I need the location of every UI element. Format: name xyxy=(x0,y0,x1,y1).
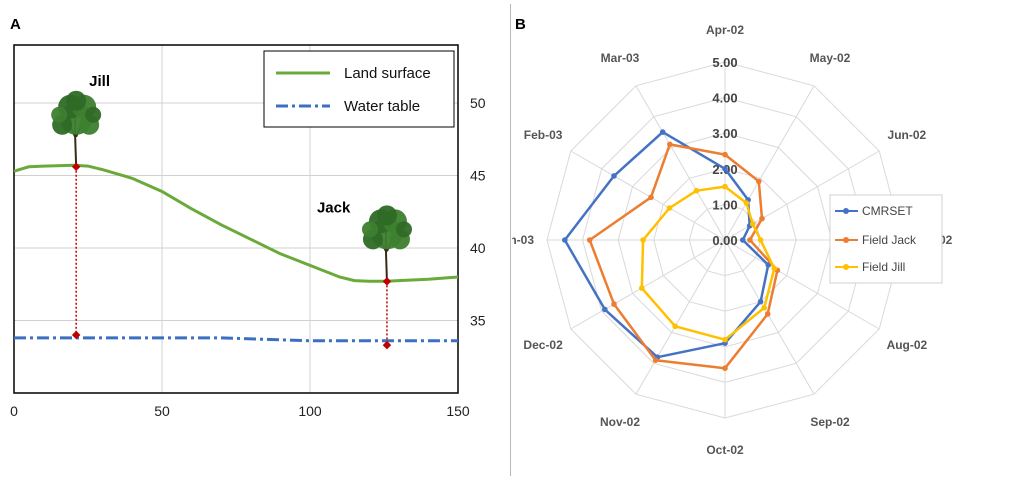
radar-point-field-jack xyxy=(722,365,728,372)
radar-point-field-jack xyxy=(611,301,617,307)
radar-axis-label: Jan-03 xyxy=(512,233,534,247)
radar-tick-label: 3.00 xyxy=(712,126,737,141)
radar-spoke xyxy=(635,85,726,241)
y-tick-label: 40 xyxy=(470,240,486,256)
radar-point-cmrset xyxy=(611,173,617,179)
x-tick-label: 100 xyxy=(298,403,322,419)
radar-axis-label: Sep-02 xyxy=(810,415,850,429)
radar-point-field-jack xyxy=(764,311,771,317)
legend-marker-cmrset xyxy=(843,208,849,214)
radar-point-field-jack xyxy=(759,215,765,222)
radar-point-field-jack xyxy=(667,141,673,148)
radar-point-field-jack xyxy=(756,178,762,185)
radar-spoke xyxy=(570,239,726,330)
radar-point-field-jack xyxy=(648,194,654,201)
legend-label-land-surface: Land surface xyxy=(344,65,431,82)
radar-point-field-jill xyxy=(761,305,767,311)
panel-b-radial-ticks: 0.001.002.003.004.005.00 xyxy=(712,55,737,248)
y-tick-label: 45 xyxy=(470,168,486,184)
panel-a-markers xyxy=(71,162,392,350)
panel-b-series xyxy=(562,129,781,372)
radar-point-field-jill xyxy=(722,336,728,343)
radar-axis-label: Nov-02 xyxy=(600,415,640,429)
radar-point-field-jill xyxy=(672,323,678,330)
panel-b-radar-chart: B Apr-02May-02Jun-02Jul-02Aug-02Sep-02Oc… xyxy=(512,16,953,457)
radar-point-field-jill xyxy=(666,205,673,211)
panel-a-legend: Land surface Water table xyxy=(263,50,455,128)
radar-point-field-jill xyxy=(640,237,646,243)
radar-point-field-jack xyxy=(747,237,753,243)
radar-axis-label: May-02 xyxy=(810,51,851,65)
radar-spoke xyxy=(570,150,726,241)
annotation-label-jill: Jill xyxy=(89,73,110,90)
radar-tick-label: 4.00 xyxy=(712,91,737,106)
radar-axis-label: Mar-03 xyxy=(601,51,640,65)
y-tick-label: 35 xyxy=(470,313,486,329)
x-tick-label: 50 xyxy=(154,403,170,419)
panel-a-line-chart: A 0 50 100 150 35 40 45 50 Jill Jack Land surfac… xyxy=(10,16,486,419)
panel-b-legend: CMRSET Field Jack Field Jill xyxy=(829,194,943,284)
panel-a-series xyxy=(13,163,459,343)
radar-spoke xyxy=(724,239,815,395)
radar-tick-label: 5.00 xyxy=(712,55,737,70)
radar-point-field-jill xyxy=(639,285,645,291)
panel-a-letter: A xyxy=(10,16,21,33)
panel-b-grid xyxy=(546,61,904,419)
water-marker-jill xyxy=(71,330,81,340)
panel-a-plot-frame xyxy=(13,44,459,394)
legend-label-field-jill: Field Jill xyxy=(862,260,905,274)
panel-divider xyxy=(510,4,511,476)
radar-point-cmrset xyxy=(659,129,666,135)
radar-point-cmrset xyxy=(722,166,728,172)
radar-spoke xyxy=(635,239,726,395)
y-tick-label: 50 xyxy=(470,95,486,111)
tree-icon-jill xyxy=(51,90,102,167)
radar-point-cmrset xyxy=(757,298,764,305)
radar-axis-label: Aug-02 xyxy=(887,338,928,352)
radar-point-field-jill xyxy=(722,183,728,190)
land-marker-jill xyxy=(71,162,81,172)
panel-b-axis-labels: Apr-02May-02Jun-02Jul-02Aug-02Sep-02Oct-… xyxy=(512,23,953,457)
radar-point-cmrset xyxy=(740,237,746,243)
radar-axis-label: Jun-02 xyxy=(888,128,927,142)
radar-point-cmrset xyxy=(562,237,568,243)
radar-point-field-jack xyxy=(652,357,659,364)
tree-icon-jack xyxy=(361,205,412,282)
radar-axis-label: Oct-02 xyxy=(706,443,744,457)
water-marker-jack xyxy=(382,340,392,350)
land-marker-jack xyxy=(382,277,392,286)
legend-marker-field-jack xyxy=(843,237,849,243)
radar-point-field-jack xyxy=(586,237,593,243)
x-tick-label: 0 xyxy=(10,403,18,419)
legend-marker-field-jill xyxy=(843,264,849,270)
radar-axis-label: Feb-03 xyxy=(524,128,563,142)
radar-point-cmrset xyxy=(602,306,608,313)
radar-axis-label: Apr-02 xyxy=(706,23,744,37)
radar-point-field-jill xyxy=(771,265,778,272)
legend-label-field-jack: Field Jack xyxy=(862,233,917,247)
panel-a-annotations: Jill Jack xyxy=(51,73,412,282)
legend-label-water-table: Water table xyxy=(344,98,420,115)
panel-a-legend-box xyxy=(263,50,455,128)
x-tick-label: 150 xyxy=(446,403,470,419)
radar-spoke xyxy=(724,85,815,241)
radar-axis-label: Dec-02 xyxy=(523,338,563,352)
radar-point-field-jill xyxy=(693,187,700,194)
panel-b-letter: B xyxy=(515,16,526,33)
radar-point-field-jill xyxy=(757,237,764,243)
radar-point-field-jill xyxy=(749,221,756,227)
panel-a-ticks: 0 50 100 150 35 40 45 50 xyxy=(10,95,486,419)
radar-spoke xyxy=(724,239,880,330)
radar-point-field-jack xyxy=(722,151,728,158)
radar-point-field-jill xyxy=(743,200,750,206)
legend-label-cmrset: CMRSET xyxy=(862,204,913,218)
series-line-water-table xyxy=(14,336,458,343)
annotation-label-jack: Jack xyxy=(317,199,351,216)
radar-tick-label: 1.00 xyxy=(712,197,737,212)
radar-tick-label: 0.00 xyxy=(712,233,737,248)
